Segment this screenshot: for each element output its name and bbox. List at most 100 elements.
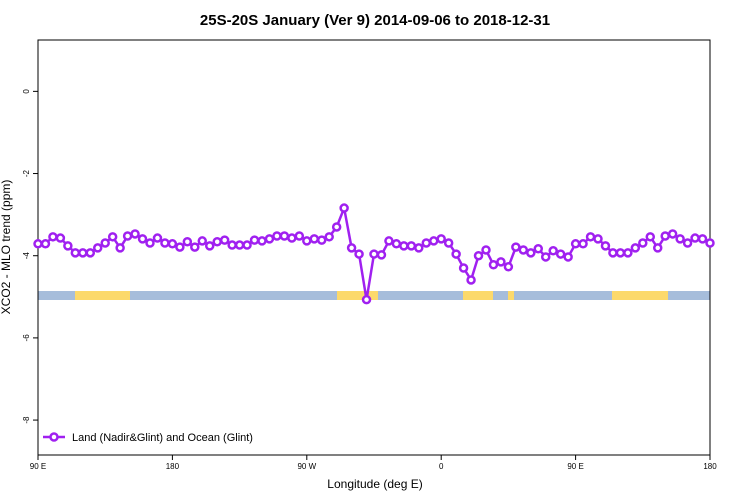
x-tick-label: 180: [166, 462, 180, 471]
data-point: [578, 239, 588, 249]
data-point: [593, 234, 603, 244]
data-point: [391, 239, 402, 249]
data-point: [287, 233, 297, 243]
data-point: [354, 249, 364, 259]
data-point: [682, 238, 693, 248]
data-point: [92, 243, 103, 253]
data-point: [55, 233, 66, 243]
data-point: [219, 235, 230, 245]
data-point: [511, 242, 521, 252]
land-strip: [463, 291, 493, 300]
data-point: [145, 238, 155, 248]
data-point: [384, 236, 394, 246]
data-point: [309, 234, 320, 244]
data-point: [63, 241, 73, 251]
data-point: [115, 243, 125, 253]
data-point: [175, 242, 185, 252]
data-point: [316, 235, 327, 245]
data-point: [85, 248, 96, 258]
data-point: [249, 235, 260, 245]
x-tick-label: 0: [439, 462, 444, 471]
data-point: [496, 257, 506, 267]
data-point: [122, 231, 133, 241]
data-point: [526, 248, 536, 258]
data-point: [705, 238, 715, 248]
data-point: [548, 246, 558, 256]
data-point: [339, 203, 349, 213]
y-tick-label: 0: [22, 89, 31, 94]
data-point: [518, 245, 529, 255]
data-point: [667, 229, 678, 239]
data-point: [294, 231, 305, 241]
data-point: [540, 252, 551, 262]
data-point: [399, 241, 409, 251]
chart-title: 25S-20S January (Ver 9) 2014-09-06 to 20…: [200, 12, 550, 29]
data-point: [608, 248, 618, 258]
data-point: [361, 294, 372, 305]
data-point: [346, 243, 357, 253]
data-point: [555, 249, 566, 259]
data-point: [421, 238, 432, 248]
data-point: [414, 243, 424, 253]
data-point: [697, 234, 708, 244]
data-point: [533, 243, 544, 254]
data-point: [197, 236, 208, 246]
data-point: [436, 234, 446, 244]
y-axis-label: XCO2 - MLO trend (ppm): [0, 180, 13, 315]
data-point: [428, 236, 439, 246]
data-point: [279, 231, 290, 241]
data-point: [331, 222, 342, 232]
data-point: [600, 241, 611, 251]
data-point: [130, 229, 140, 239]
data-point: [406, 241, 417, 251]
data-point: [264, 234, 275, 244]
data-point: [443, 238, 454, 248]
x-tick-label: 90 E: [30, 462, 46, 471]
land-strip: [75, 291, 130, 300]
data-point: [675, 234, 685, 244]
data-point: [212, 236, 222, 247]
data-point: [652, 243, 663, 253]
data-point: [458, 263, 469, 273]
data-point: [182, 236, 193, 247]
x-tick-label: 180: [703, 462, 717, 471]
data-point: [324, 232, 334, 242]
data-point: [302, 236, 312, 246]
data-point: [503, 262, 514, 272]
data-point: [33, 239, 43, 249]
data-point: [570, 239, 581, 249]
data-point: [481, 245, 491, 255]
data-point: [660, 231, 670, 241]
data-point: [473, 250, 484, 261]
data-point: [690, 233, 700, 243]
data-point: [100, 238, 110, 248]
data-point: [257, 236, 267, 246]
data-point: [630, 243, 641, 253]
data-point: [242, 240, 252, 250]
data-point: [272, 231, 282, 241]
data-point: [376, 250, 387, 260]
surface-strip: [38, 291, 710, 300]
data-point: [645, 232, 656, 242]
data-point: [488, 260, 499, 270]
legend-label: Land (Nadir&Glint) and Ocean (Glint): [72, 432, 253, 444]
data-point: [40, 239, 51, 249]
data-point: [234, 240, 245, 250]
land-strip: [508, 291, 514, 300]
data-point: [369, 249, 379, 259]
data-point: [585, 232, 596, 242]
data-point: [563, 252, 573, 262]
data-point: [466, 275, 476, 285]
y-tick-label: -8: [22, 416, 31, 424]
data-point: [623, 248, 633, 258]
data-point: [615, 248, 626, 258]
legend-marker: [49, 432, 59, 442]
data-point: [227, 240, 237, 250]
data-point: [152, 233, 163, 243]
data-point: [204, 241, 215, 251]
data-point: [451, 249, 461, 259]
y-tick-label: -4: [22, 252, 31, 260]
y-tick-label: -2: [22, 169, 31, 177]
land-strip: [612, 291, 668, 300]
